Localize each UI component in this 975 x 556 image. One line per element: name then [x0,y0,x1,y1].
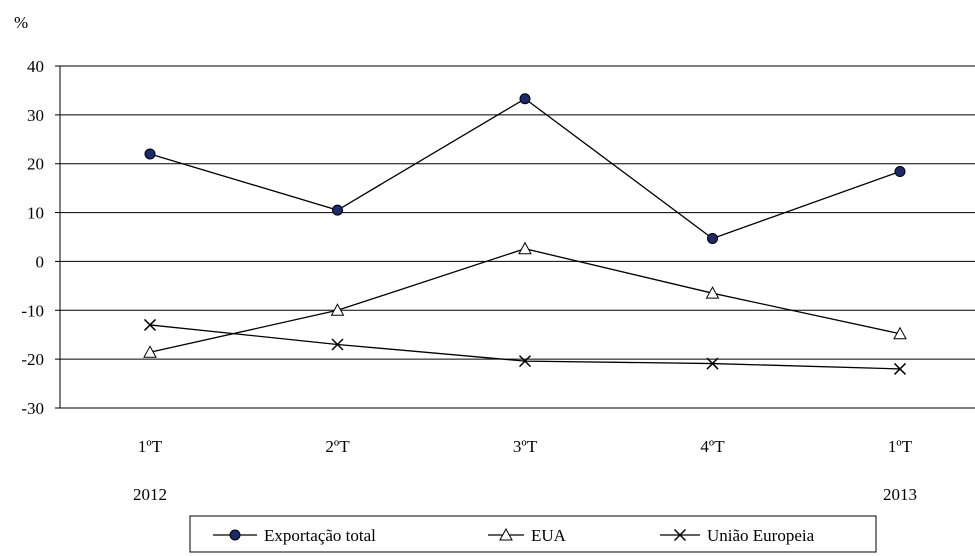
data-point [518,355,532,368]
legend-marker [229,529,241,541]
x-axis-ticks: 1ºT 2012 2ºT 3ºT 4ºT 1ºT 2013 [133,437,917,504]
data-point [894,166,906,178]
series-group [143,93,907,375]
data-point [707,232,718,244]
data-point [705,286,720,299]
series-line [149,324,901,370]
y-tick-label: -30 [21,399,44,418]
data-point [706,357,719,370]
data-point [143,318,157,331]
data-point [893,326,907,340]
x-year-label: 2013 [883,485,917,504]
legend-box [189,515,877,553]
data-point [893,362,907,375]
data-point [331,338,344,351]
legend: Exportação total EUA União Europeia [189,515,877,553]
y-tick-label: 0 [36,252,45,271]
y-tick-label: 30 [27,106,44,125]
data-point [330,303,345,316]
data-point [332,204,343,216]
y-axis-unit-label: % [14,13,28,32]
y-tick-label: 10 [27,204,44,223]
series-line [149,97,901,240]
y-tick-label: -20 [21,350,44,369]
y-tick-label: 20 [27,155,44,174]
legend-label: Exportação total [264,526,376,545]
legend-marker [673,528,687,542]
legend-label: União Europeia [707,526,815,545]
y-tick-label: -10 [21,301,44,320]
data-point [144,148,156,160]
x-tick-label: 3ºT [513,437,538,456]
data-point [143,345,157,358]
data-point [519,93,531,105]
y-tick-label: 40 [27,57,44,76]
x-year-label: 2012 [133,485,167,504]
y-axis-ticks: -30 -20 -10 0 10 20 30 40 [21,57,44,418]
x-tick-label: 2ºT [325,437,350,456]
legend-label: EUA [531,526,567,545]
x-tick-label: 1ºT [888,437,913,456]
x-tick-label: 1ºT [138,437,163,456]
x-tick-label: 4ºT [700,437,725,456]
legend-marker [499,527,513,541]
data-point [518,241,532,255]
gridlines [55,65,975,409]
